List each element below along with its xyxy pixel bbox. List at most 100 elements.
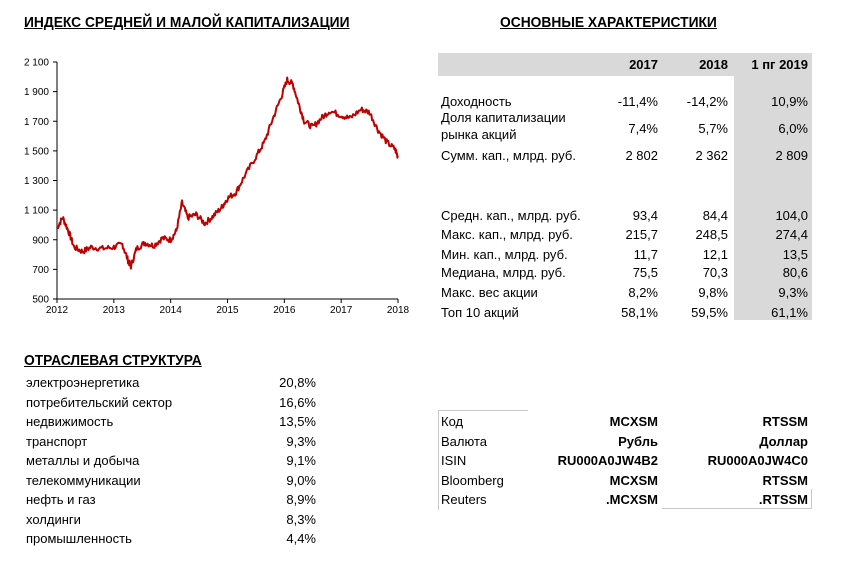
x-tick-label: 2018	[387, 305, 410, 316]
y-tick-label: 2 100	[24, 58, 49, 69]
index-title: ИНДЕКС СРЕДНЕЙ И МАЛОЙ КАПИТАЛИЗАЦИИ	[24, 14, 350, 31]
column-header: 2018	[699, 57, 728, 72]
cell-value: 9,3%	[778, 285, 808, 300]
sector-share: 8,9%	[286, 492, 316, 507]
sector-share: 9,1%	[286, 453, 316, 468]
x-tick-label: 2017	[330, 305, 353, 316]
cell-value: 58,1%	[621, 305, 658, 320]
sector-name: недвижимость	[26, 414, 114, 429]
cell-value: 104,0	[775, 208, 808, 223]
x-tick-label: 2013	[103, 305, 126, 316]
y-tick-label: 1 900	[24, 87, 49, 98]
codes-top-border	[438, 410, 528, 411]
cell-value: 9,8%	[698, 285, 728, 300]
sector-row: металлы и добыча 9,1%	[26, 452, 326, 471]
characteristics-title: ОСНОВНЫЕ ХАРАКТЕРИСТИКИ	[500, 14, 717, 31]
row-label: Мин. кап., млрд. руб.	[441, 247, 568, 262]
x-tick-label: 2016	[273, 305, 296, 316]
sector-share: 9,3%	[286, 433, 316, 449]
cell-value: 7,4%	[628, 121, 658, 136]
code-value-rtssm: .RTSSM	[758, 492, 808, 507]
cell-value: 70,3	[702, 265, 728, 280]
sector-name: нефть и газ	[26, 492, 96, 507]
cell-value: 75,5	[632, 265, 658, 280]
x-tick-label: 2012	[46, 305, 69, 316]
y-tick-label: 900	[32, 235, 49, 246]
cell-value: 59,5%	[691, 305, 728, 320]
y-tick-label: 700	[32, 265, 49, 276]
cell-value: 2 362	[695, 148, 728, 163]
cell-value: 80,6	[782, 265, 808, 280]
row-label: Доходность	[441, 94, 512, 109]
sector-name: промышленность	[26, 531, 132, 546]
y-tick-label: 1 100	[24, 206, 49, 217]
cell-value: 8,2%	[628, 285, 658, 300]
cell-value: 84,4	[702, 208, 728, 223]
code-value-rtssm: RTSSM	[762, 414, 809, 429]
cell-value: 12,1	[702, 247, 728, 262]
x-tick-label: 2015	[216, 305, 239, 316]
y-tick-label: 1 300	[24, 176, 49, 187]
row-label: рынка акций	[441, 127, 517, 142]
code-value-mcxsm: Рубль	[618, 433, 658, 449]
row-label: Средн. кап., млрд. руб.	[441, 208, 581, 223]
cell-value: 61,1%	[771, 305, 808, 320]
column-header: 1 пг 2019	[751, 57, 808, 72]
code-value-mcxsm: RU000A0JW4B2	[557, 453, 658, 468]
sector-name: холдинги	[26, 511, 81, 527]
sector-share: 8,3%	[286, 511, 316, 527]
code-label: Bloomberg	[441, 472, 504, 488]
code-label: ISIN	[441, 453, 467, 468]
sector-row: телекоммуникации 9,0%	[26, 472, 326, 491]
sector-share: 16,6%	[279, 394, 316, 410]
sector-share: 4,4%	[286, 531, 316, 546]
codes-bottom-border	[662, 508, 812, 509]
sector-name: потребительский сектор	[26, 394, 173, 410]
code-label: Reuters	[441, 492, 487, 507]
cell-value: 13,5	[782, 247, 808, 262]
sector-row: потребительский сектор 16,6%	[26, 394, 326, 413]
code-value-mcxsm: .MCXSM	[606, 492, 658, 507]
row-label: Доля капитализации	[441, 110, 566, 125]
header-band	[438, 53, 812, 76]
code-label: Валюта	[441, 433, 487, 449]
cell-value: 5,7%	[698, 121, 728, 136]
sector-name: транспорт	[26, 433, 88, 449]
sector-name: металлы и добыча	[26, 453, 140, 468]
sector-row: недвижимость 13,5%	[26, 413, 326, 432]
sector-share: 9,0%	[286, 472, 316, 488]
cell-value: 11,7	[633, 247, 658, 262]
code-label: Код	[441, 414, 464, 429]
code-value-rtssm: RTSSM	[762, 472, 809, 488]
code-value-rtssm: RU000A0JW4C0	[707, 453, 808, 468]
row-label: Медиана, млрд. руб.	[441, 265, 566, 280]
sector-row: промышленность 4,4%	[26, 530, 326, 549]
cell-value: -11,4%	[617, 94, 658, 109]
index-series-line	[56, 76, 399, 270]
cell-value: 2 809	[775, 148, 808, 163]
cell-value: -14,2%	[686, 94, 728, 109]
code-value-rtssm: Доллар	[759, 433, 808, 449]
sector-row: холдинги 8,3%	[26, 511, 326, 530]
y-tick-label: 500	[32, 295, 49, 306]
sector-share: 13,5%	[279, 414, 316, 429]
x-tick-label: 2014	[160, 305, 183, 316]
cell-value: 10,9%	[771, 94, 808, 109]
cell-value: 248,5	[695, 227, 728, 242]
sector-row: нефть и газ 8,9%	[26, 491, 326, 510]
code-value-mcxsm: MCXSM	[609, 472, 658, 488]
cell-value: 6,0%	[778, 121, 808, 136]
row-label: Топ 10 акций	[441, 305, 519, 320]
sector-row: электроэнергетика 20,8%	[26, 374, 326, 393]
column-header: 2017	[629, 57, 658, 72]
sector-row: транспорт 9,3%	[26, 433, 326, 452]
cell-value: 274,4	[775, 227, 808, 242]
y-tick-label: 1 500	[24, 146, 49, 157]
sector-name: электроэнергетика	[26, 375, 140, 390]
sector-share: 20,8%	[279, 375, 316, 390]
cell-value: 93,4	[632, 208, 658, 223]
code-value-mcxsm: MCXSM	[609, 414, 658, 429]
cell-value: 2 802	[625, 148, 658, 163]
row-label: Сумм. кап., млрд. руб.	[441, 148, 576, 163]
